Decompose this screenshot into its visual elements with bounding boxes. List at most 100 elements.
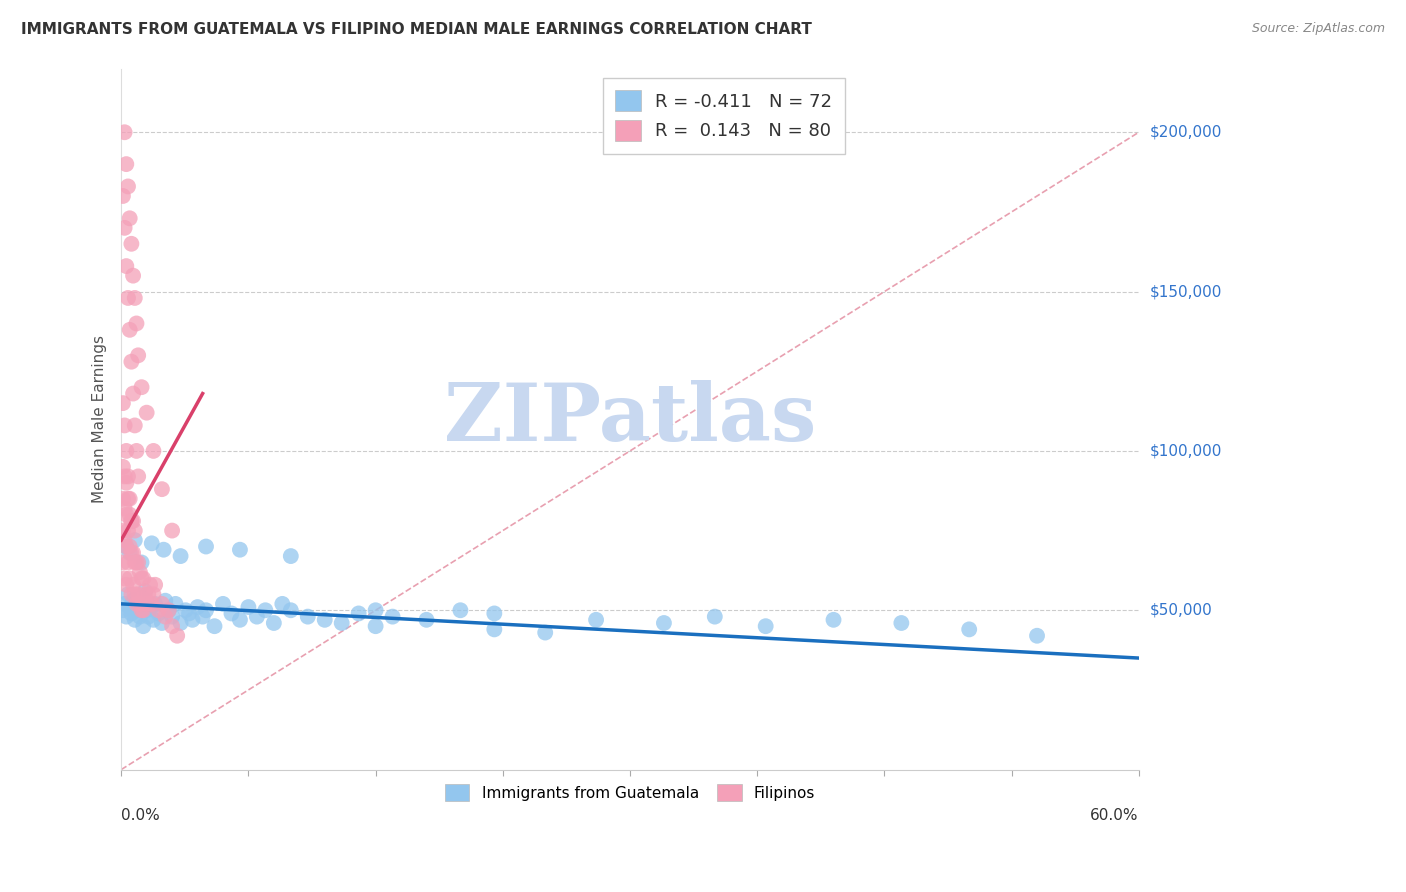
Point: [128, 597, 150, 611]
Point: [122, 593, 145, 607]
Point: [115, 508, 138, 522]
Point: [703, 609, 725, 624]
Point: [135, 603, 157, 617]
Point: [127, 603, 149, 617]
Point: [132, 603, 155, 617]
Point: [117, 291, 139, 305]
Point: [148, 607, 170, 621]
Point: [124, 587, 146, 601]
Y-axis label: Median Male Earnings: Median Male Earnings: [93, 335, 107, 503]
Point: [157, 603, 180, 617]
Point: [125, 597, 148, 611]
Point: [652, 615, 675, 630]
Point: [195, 603, 218, 617]
Point: [114, 533, 136, 548]
Point: [128, 609, 150, 624]
Text: $50,000: $50,000: [1150, 603, 1212, 618]
Point: [141, 597, 163, 611]
Point: [212, 597, 235, 611]
Point: [297, 609, 319, 624]
Point: [114, 220, 136, 235]
Point: [186, 600, 208, 615]
Point: [174, 603, 197, 617]
Point: [141, 536, 163, 550]
Point: [131, 556, 153, 570]
Point: [347, 607, 370, 621]
Point: [122, 268, 145, 283]
Point: [280, 603, 302, 617]
Point: [134, 587, 156, 601]
Point: [125, 556, 148, 570]
Point: [229, 613, 252, 627]
Point: [160, 619, 183, 633]
Point: [148, 603, 170, 617]
Point: [330, 615, 353, 630]
Point: [138, 609, 160, 624]
Point: [117, 491, 139, 506]
Point: [115, 540, 138, 554]
Point: [142, 444, 165, 458]
Point: [143, 578, 166, 592]
Point: [181, 613, 204, 627]
Point: [120, 546, 142, 560]
Point: [122, 514, 145, 528]
Point: [157, 603, 180, 617]
Text: 0.0%: 0.0%: [121, 808, 160, 823]
Point: [142, 587, 165, 601]
Point: [111, 491, 134, 506]
Point: [143, 597, 166, 611]
Point: [111, 556, 134, 570]
Point: [1026, 629, 1049, 643]
Point: [134, 584, 156, 599]
Point: [125, 444, 148, 458]
Text: IMMIGRANTS FROM GUATEMALA VS FILIPINO MEDIAN MALE EARNINGS CORRELATION CHART: IMMIGRANTS FROM GUATEMALA VS FILIPINO ME…: [21, 22, 813, 37]
Point: [160, 609, 183, 624]
Point: [191, 609, 214, 624]
Point: [449, 603, 471, 617]
Point: [166, 629, 188, 643]
Point: [263, 615, 285, 630]
Point: [111, 459, 134, 474]
Point: [111, 603, 134, 617]
Point: [131, 603, 153, 617]
Point: [115, 578, 138, 592]
Point: [117, 587, 139, 601]
Point: [117, 556, 139, 570]
Point: [484, 607, 506, 621]
Point: [135, 597, 157, 611]
Point: [138, 587, 160, 601]
Point: [204, 619, 226, 633]
Point: [124, 613, 146, 627]
Point: [114, 571, 136, 585]
Point: [271, 597, 294, 611]
Point: [118, 211, 141, 226]
Text: $100,000: $100,000: [1150, 443, 1222, 458]
Point: [585, 613, 607, 627]
Legend: Immigrants from Guatemala, Filipinos: Immigrants from Guatemala, Filipinos: [439, 778, 821, 807]
Point: [957, 623, 980, 637]
Point: [117, 524, 139, 538]
Point: [364, 603, 387, 617]
Point: [122, 546, 145, 560]
Point: [131, 571, 153, 585]
Point: [118, 571, 141, 585]
Point: [381, 609, 404, 624]
Point: [118, 546, 141, 560]
Point: [114, 501, 136, 516]
Point: [115, 157, 138, 171]
Point: [125, 591, 148, 605]
Point: [118, 323, 141, 337]
Point: [120, 514, 142, 528]
Point: [127, 556, 149, 570]
Point: [169, 549, 191, 563]
Point: [127, 348, 149, 362]
Point: [124, 533, 146, 548]
Point: [169, 615, 191, 630]
Point: [280, 549, 302, 563]
Point: [114, 125, 136, 139]
Point: [254, 603, 277, 617]
Point: [114, 469, 136, 483]
Point: [120, 607, 142, 621]
Point: [120, 587, 142, 601]
Point: [118, 600, 141, 615]
